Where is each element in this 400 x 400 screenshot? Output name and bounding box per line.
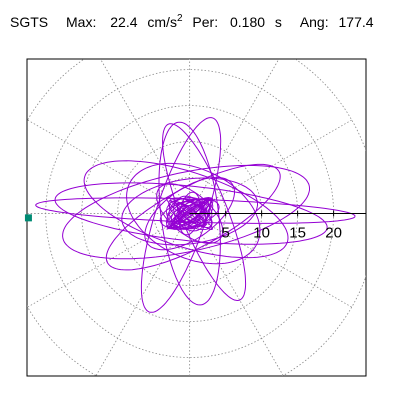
per-value: 0.180 [229,14,266,30]
radial-tick-label: 15 [289,225,306,242]
grid-spoke [95,213,191,376]
radial-axis: 5 10 15 20 [189,210,366,242]
trace-loop [144,176,235,251]
max-marker-group [24,214,32,222]
trace-loop [83,160,289,259]
trace-loop [140,117,222,313]
trace-loop [158,121,221,306]
chart-title: SGTS Max: 22.4 cm/s2 Per: 0.180 s Ang: 1… [10,13,374,36]
max-unit-exponent: 2 [176,13,183,24]
max-label: Max: [66,14,97,30]
station-label: SGTS [10,14,49,30]
grid-spoke [27,213,190,308]
trace-loop [105,163,281,271]
per-unit: s [274,14,282,30]
trace-center-tangle [165,197,214,231]
trace-loop [126,162,261,265]
max-amplitude-marker [24,214,32,222]
per-label: Per: [192,14,219,30]
trace-loop [62,164,310,260]
ang-label: Ang: [299,14,329,30]
grid-spoke [99,59,191,214]
motion-trace [35,117,356,313]
max-value: 22.4 [110,14,138,30]
trace-loop [162,123,247,302]
ang-value: 177.4 [338,14,374,30]
radial-tick-label: 20 [325,225,342,242]
radial-tick-label: 5 [221,225,229,242]
trace-loop [121,177,258,246]
max-unit: cm/s [147,14,177,30]
trace-loop [156,183,224,244]
radial-tick-label: 10 [253,225,270,242]
